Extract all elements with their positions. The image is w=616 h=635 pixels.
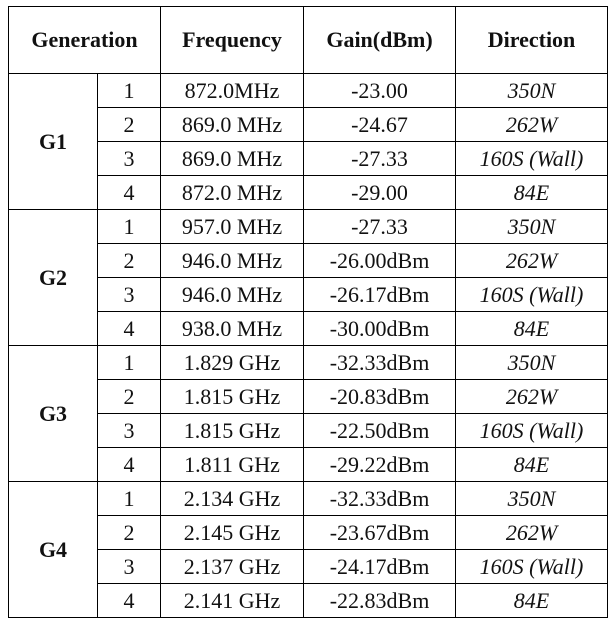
gain-cell: -20.83dBm <box>303 379 457 414</box>
gain-cell: -30.00dBm <box>303 311 457 346</box>
gain-cell: -24.17dBm <box>303 549 457 584</box>
row-index: 4 <box>96 447 162 482</box>
gain-cell: -32.33dBm <box>303 481 457 516</box>
table-row: G3 1 1.829 GHz -32.33dBm 350N <box>8 345 609 482</box>
row-index: 4 <box>96 175 162 210</box>
generation-label: G4 <box>8 481 98 618</box>
row-index: 3 <box>96 277 162 312</box>
direction-cell: 262W <box>455 107 609 142</box>
row-index: 2 <box>96 243 162 278</box>
row-index: 3 <box>96 141 162 176</box>
gain-cell: -27.33 <box>303 209 457 244</box>
table-row: 3 1.815 GHz -22.50dBm 160S (Wall) <box>9 413 609 448</box>
row-index: 1 <box>96 481 162 516</box>
direction-cell: 84E <box>455 583 609 618</box>
table-row: 3 869.0 MHz -27.33 160S (Wall) <box>9 141 609 176</box>
frequency-cell: 957.0 MHz <box>160 209 305 244</box>
gain-cell: -22.50dBm <box>303 413 457 448</box>
header-gain: Gain(dBm) <box>303 6 457 74</box>
row-index: 3 <box>96 413 162 448</box>
direction-cell: 350N <box>455 345 609 380</box>
table-row: 4 872.0 MHz -29.00 84E <box>9 175 609 210</box>
frequency-cell: 872.0 MHz <box>160 175 305 210</box>
frequency-cell: 2.145 GHz <box>160 515 305 550</box>
frequency-cell: 1.815 GHz <box>160 413 305 448</box>
frequency-cell: 1.829 GHz <box>160 345 305 380</box>
header-generation: Generation <box>7 6 162 74</box>
table-row: 2 2.145 GHz -23.67dBm 262W <box>9 515 609 550</box>
row-index: 2 <box>96 107 162 142</box>
direction-cell: 262W <box>455 243 609 278</box>
direction-cell: 160S (Wall) <box>455 141 609 176</box>
frequency-cell: 2.134 GHz <box>160 481 305 516</box>
table-row: 4 2.141 GHz -22.83dBm 84E <box>9 583 609 618</box>
direction-cell: 160S (Wall) <box>455 277 609 312</box>
direction-cell: 262W <box>455 379 609 414</box>
measurement-table: Generation Frequency Gain(dBm) Direction… <box>7 6 609 618</box>
frequency-cell: 1.811 GHz <box>160 447 305 482</box>
frequency-cell: 872.0MHz <box>160 73 305 108</box>
gain-cell: -27.33 <box>303 141 457 176</box>
table-row: G4 1 2.134 GHz -32.33dBm 350N <box>8 481 609 618</box>
gain-cell: -32.33dBm <box>303 345 457 380</box>
gain-cell: -29.00 <box>303 175 457 210</box>
frequency-cell: 946.0 MHz <box>160 243 305 278</box>
frequency-cell: 946.0 MHz <box>160 277 305 312</box>
row-index: 2 <box>96 379 162 414</box>
direction-cell: 84E <box>455 447 609 482</box>
gain-cell: -23.67dBm <box>303 515 457 550</box>
frequency-cell: 869.0 MHz <box>160 141 305 176</box>
direction-cell: 350N <box>455 481 609 516</box>
row-index: 1 <box>96 345 162 380</box>
frequency-cell: 938.0 MHz <box>160 311 305 346</box>
generation-label: G1 <box>8 73 98 210</box>
gain-cell: -24.67 <box>303 107 457 142</box>
gain-cell: -23.00 <box>303 73 457 108</box>
row-index: 2 <box>96 515 162 550</box>
direction-cell: 262W <box>455 515 609 550</box>
generation-label: G3 <box>8 345 98 482</box>
direction-cell: 160S (Wall) <box>455 413 609 448</box>
table-row: 2 869.0 MHz -24.67 262W <box>9 107 609 142</box>
table-row: 4 938.0 MHz -30.00dBm 84E <box>9 311 609 346</box>
row-index: 1 <box>96 209 162 244</box>
row-index: 4 <box>96 311 162 346</box>
direction-cell: 350N <box>455 209 609 244</box>
table-row: 3 2.137 GHz -24.17dBm 160S (Wall) <box>9 549 609 584</box>
row-index: 1 <box>96 73 162 108</box>
table-row: 2 946.0 MHz -26.00dBm 262W <box>9 243 609 278</box>
generation-label: G2 <box>8 209 98 346</box>
row-index: 3 <box>96 549 162 584</box>
table-row: 3 946.0 MHz -26.17dBm 160S (Wall) <box>9 277 609 312</box>
frequency-cell: 1.815 GHz <box>160 379 305 414</box>
frequency-cell: 869.0 MHz <box>160 107 305 142</box>
header-direction: Direction <box>455 6 609 74</box>
frequency-cell: 2.137 GHz <box>160 549 305 584</box>
gain-cell: -29.22dBm <box>303 447 457 482</box>
table-row: 2 1.815 GHz -20.83dBm 262W <box>9 379 609 414</box>
header-row: Generation Frequency Gain(dBm) Direction <box>7 6 609 74</box>
gain-cell: -26.17dBm <box>303 277 457 312</box>
header-frequency: Frequency <box>160 6 305 74</box>
gain-cell: -26.00dBm <box>303 243 457 278</box>
table-row: 4 1.811 GHz -29.22dBm 84E <box>9 447 609 482</box>
table-row: G1 1 872.0MHz -23.00 350N <box>8 73 609 210</box>
frequency-cell: 2.141 GHz <box>160 583 305 618</box>
direction-cell: 350N <box>455 73 609 108</box>
direction-cell: 84E <box>455 175 609 210</box>
table-row: G2 1 957.0 MHz -27.33 350N <box>8 209 609 346</box>
direction-cell: 84E <box>455 311 609 346</box>
gain-cell: -22.83dBm <box>303 583 457 618</box>
direction-cell: 160S (Wall) <box>455 549 609 584</box>
row-index: 4 <box>96 583 162 618</box>
